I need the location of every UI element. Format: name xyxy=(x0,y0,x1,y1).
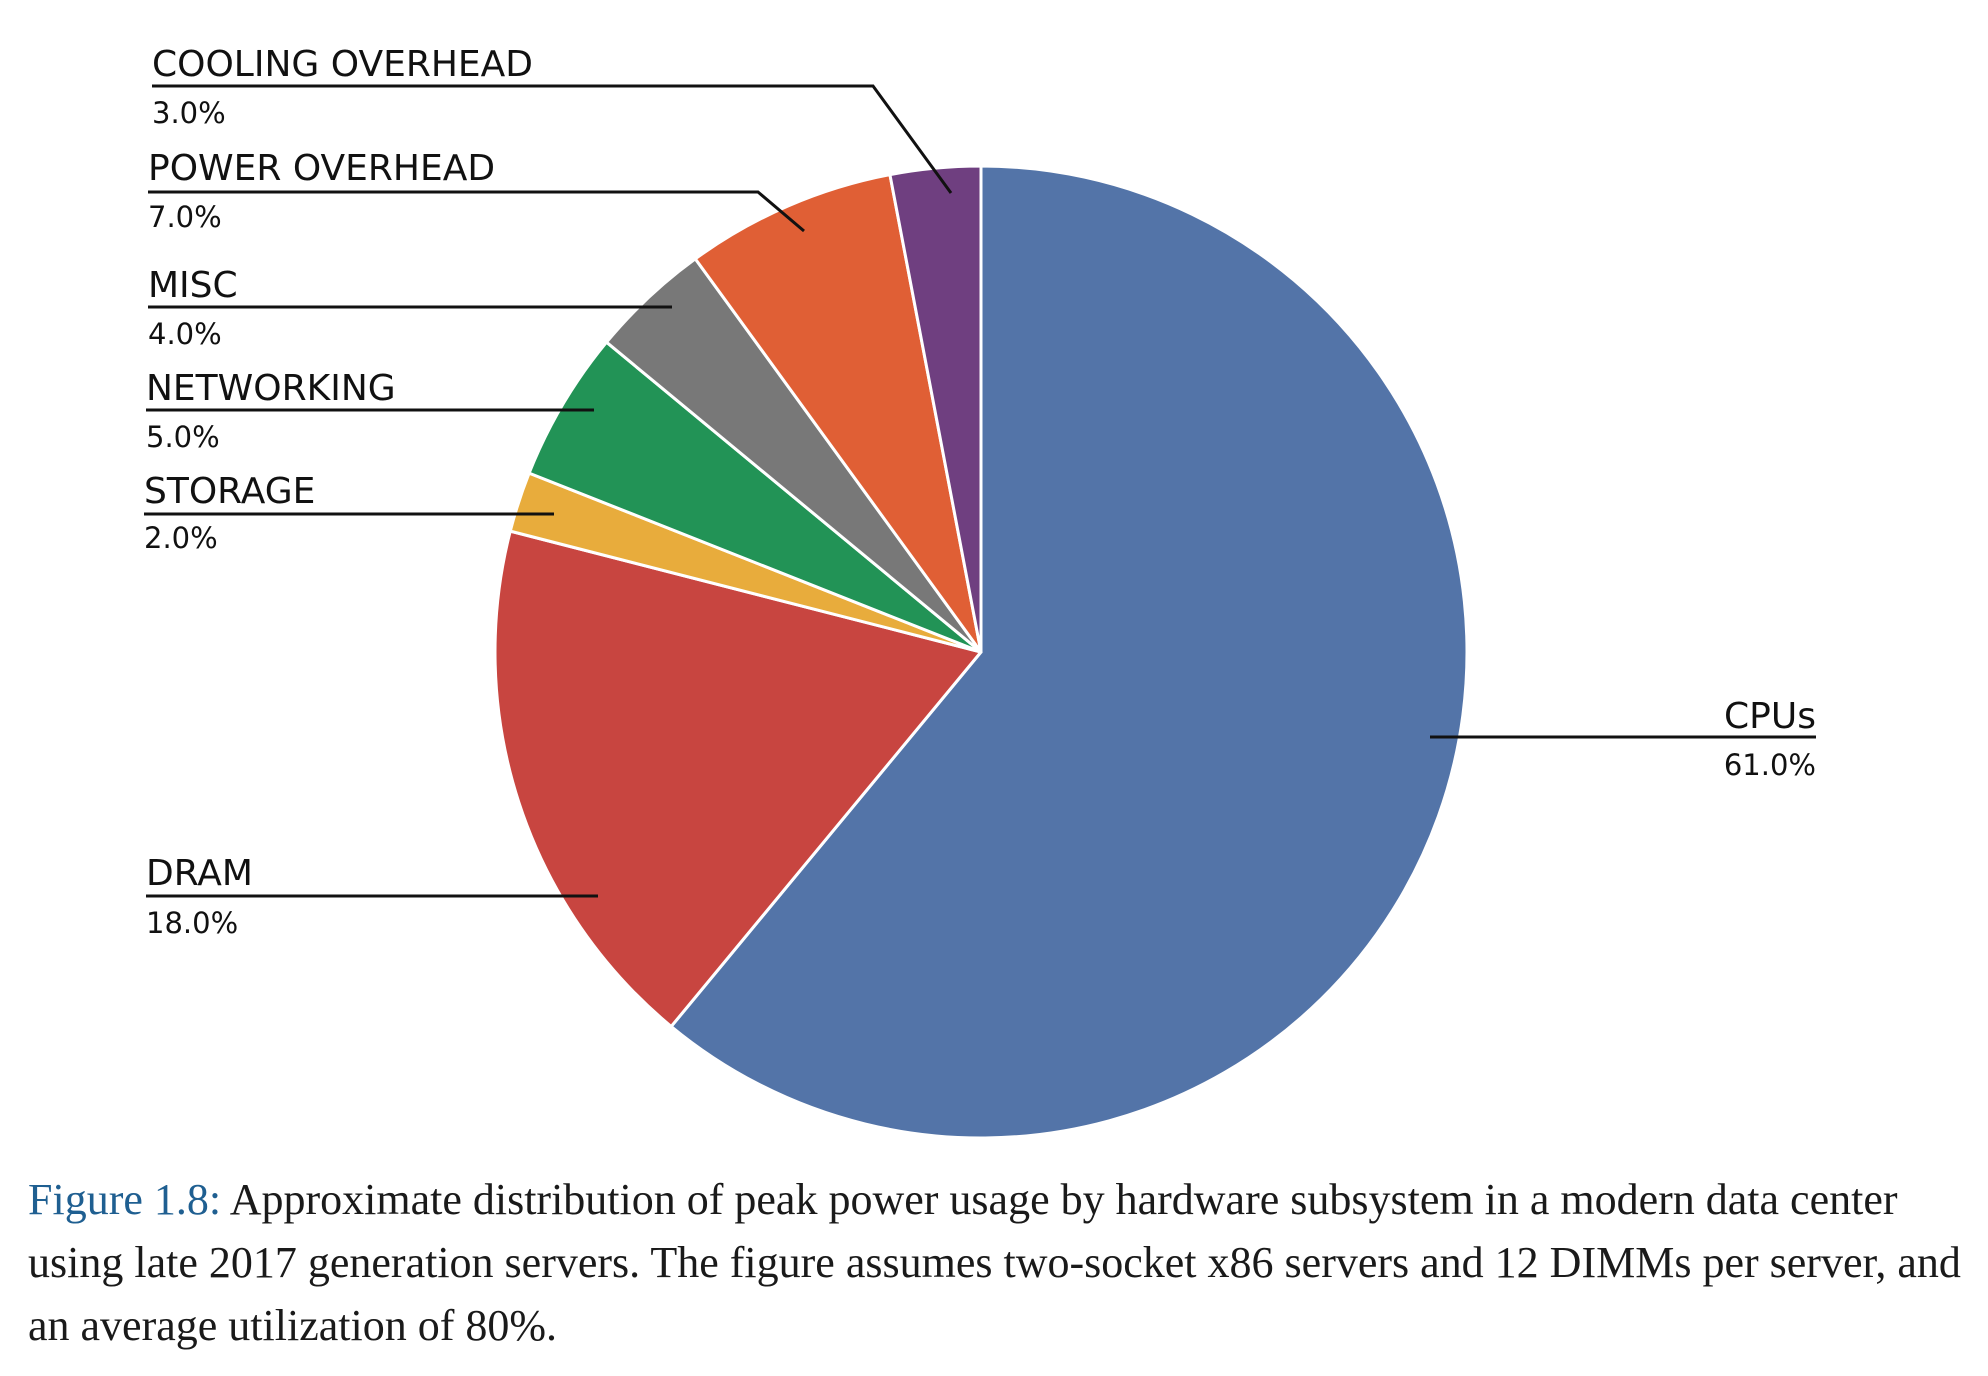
slice-label-cpus: CPUs xyxy=(1724,696,1816,737)
slice-value-cpus: 61.0% xyxy=(1724,748,1816,782)
slice-label-dram: DRAM xyxy=(146,853,253,894)
leader-line-cooling-overhead xyxy=(152,84,953,194)
pie-slice-dram xyxy=(493,529,983,1028)
pie-slice-power-overhead xyxy=(693,173,983,654)
slice-labels: CPUs 61.0% DRAM 18.0% STORAGE 2.0% NETWORKING 5… xyxy=(144,44,1816,940)
slice-label-networking: NETWORKING xyxy=(146,368,396,409)
slice-value-networking: 5.0% xyxy=(146,420,220,454)
pie-slice-networking xyxy=(527,340,983,654)
slice-value-dram: 18.0% xyxy=(146,906,238,940)
pie-slice-cooling-overhead xyxy=(888,164,983,654)
figure-ref: Figure 1.8: xyxy=(28,1175,222,1224)
slice-value-power-overhead: 7.0% xyxy=(148,200,222,234)
slice-value-storage: 2.0% xyxy=(144,521,218,555)
slice-label-cooling-overhead: COOLING OVERHEAD xyxy=(152,44,533,85)
slice-label-power-overhead: POWER OVERHEAD xyxy=(148,148,495,189)
slice-value-misc: 4.0% xyxy=(148,317,222,351)
caption-text: Approximate distribution of peak power u… xyxy=(28,1175,1961,1350)
pie-slice-cpus xyxy=(669,164,1469,1140)
figure-caption: Figure 1.8: Approximate distribution of … xyxy=(28,1168,1968,1357)
leader-line-power-overhead xyxy=(148,190,805,233)
slice-label-storage: STORAGE xyxy=(144,471,315,512)
pie-chart: CPUs 61.0% DRAM 18.0% STORAGE 2.0% NETWORKING 5… xyxy=(144,44,1816,1140)
pie-slices xyxy=(493,164,1469,1140)
leader-lines xyxy=(144,84,1816,898)
slice-value-cooling-overhead: 3.0% xyxy=(152,96,226,130)
slice-label-misc: MISC xyxy=(148,265,238,306)
